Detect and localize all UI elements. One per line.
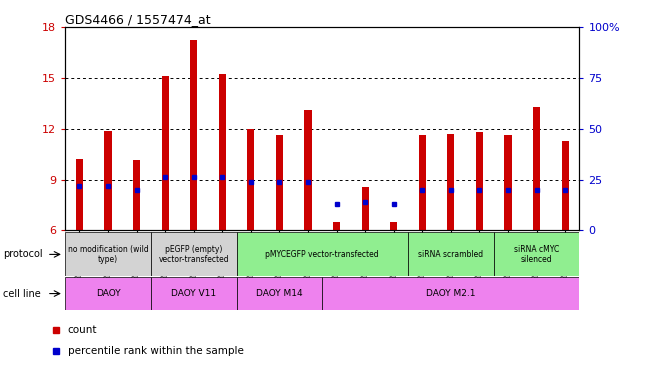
Bar [219,74,226,230]
Text: protocol: protocol [3,249,43,260]
Text: DAOY M14: DAOY M14 [256,289,303,298]
Bar [562,141,569,230]
Bar [390,222,397,230]
Bar [151,277,236,310]
Text: pEGFP (empty)
vector-transfected: pEGFP (empty) vector-transfected [158,245,229,264]
Text: count: count [68,325,97,335]
Bar [76,159,83,230]
Bar [236,277,322,310]
Bar [151,232,236,276]
Bar [65,232,151,276]
Bar [190,40,197,230]
Bar [104,131,111,230]
Bar [322,277,579,310]
Text: DAOY: DAOY [96,289,120,298]
Bar [236,232,408,276]
Text: GDS4466 / 1557474_at: GDS4466 / 1557474_at [65,13,211,26]
Bar [305,110,312,230]
Bar [476,132,483,230]
Bar [419,134,426,230]
Text: pMYCEGFP vector-transfected: pMYCEGFP vector-transfected [266,250,379,259]
Bar [247,129,255,230]
Bar [408,232,493,276]
Bar [333,222,340,230]
Text: DAOY M2.1: DAOY M2.1 [426,289,476,298]
Text: DAOY V11: DAOY V11 [171,289,216,298]
Bar [133,160,140,230]
Bar [493,232,579,276]
Text: percentile rank within the sample: percentile rank within the sample [68,346,243,356]
Bar [65,277,151,310]
Bar [161,76,169,230]
Bar [533,107,540,230]
Bar [447,134,454,230]
Text: cell line: cell line [3,288,41,299]
Bar [505,134,512,230]
Text: siRNA scrambled: siRNA scrambled [418,250,484,259]
Text: no modification (wild
type): no modification (wild type) [68,245,148,264]
Bar [276,134,283,230]
Text: siRNA cMYC
silenced: siRNA cMYC silenced [514,245,559,264]
Bar [361,187,368,230]
